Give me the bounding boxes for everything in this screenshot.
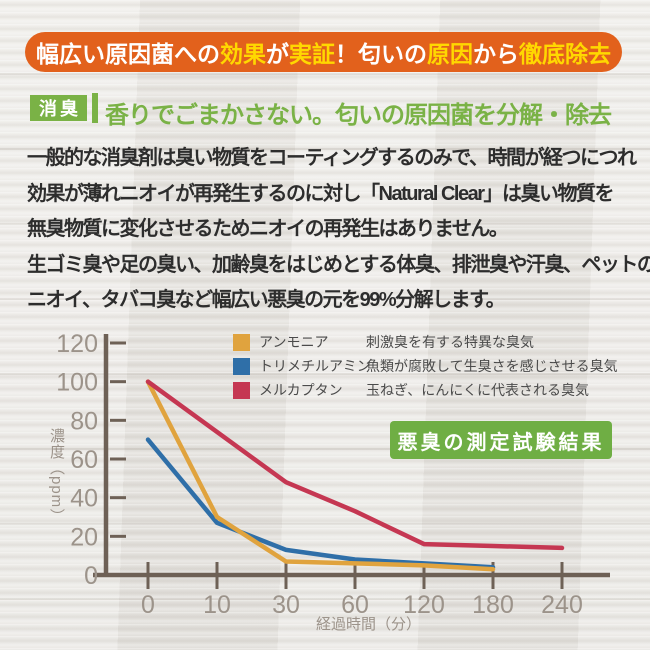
x-tick-label: 30: [272, 591, 300, 619]
description-line: ニオイ、タバコ臭など幅広い悪臭の元を99%分解します。: [27, 289, 506, 311]
x-tick-label: 60: [341, 591, 369, 619]
legend-description: 玉ねぎ、にんにくに代表される臭気: [366, 382, 590, 398]
legend-row: メルカプタン 玉ねぎ、にんにくに代表される臭気: [233, 381, 618, 399]
description-line: 一般的な消臭剤は臭い物質をコーティングするのみで、時間が経つにつれ: [27, 147, 637, 169]
headline-segment-highlight: 実証: [289, 41, 335, 67]
x-tick-label: 0: [141, 591, 155, 619]
y-tick-label: 20: [70, 523, 98, 551]
y-tick-label: 80: [70, 407, 98, 435]
y-tick-label: 120: [56, 330, 98, 358]
y-tick-label: 0: [84, 562, 98, 590]
legend-swatch-ammonia: [233, 333, 250, 351]
legend-swatch-trimethylamine: [233, 357, 250, 375]
x-tick-label: 180: [472, 591, 514, 619]
headline-segment-highlight: 効果: [220, 41, 266, 67]
headline-segment-highlight: 徹底除去: [519, 41, 611, 67]
legend-swatch-mercaptan: [233, 381, 250, 399]
headline-segment: が: [266, 41, 289, 67]
description-line: 無臭物質に変化させるためニオイの再発生はありません。: [27, 218, 509, 240]
legend-row: トリメチルアミン 魚類が腐敗して生臭さを感じさせる臭気: [233, 357, 618, 375]
y-tick-label: 100: [56, 369, 98, 397]
headline-segment: ！匂いの: [335, 41, 427, 67]
x-tick-label: 10: [203, 591, 231, 619]
headline-banner: 幅広い原因菌への 効果が実証 ！匂いの 原因 から 徹底除去: [25, 32, 622, 72]
y-tick-label: 60: [70, 446, 98, 474]
legend-label: トリメチルアミン: [259, 358, 371, 374]
series-line-2: [145, 379, 565, 551]
divider-bar: [92, 93, 98, 123]
description-line: 生ゴミ臭や足の臭い、加齢臭をはじめとする体臭、排泄臭や汗臭、ペットの: [27, 253, 650, 276]
legend-description: 刺激臭を有する特異な臭気: [366, 334, 534, 350]
headline-segment: から: [473, 41, 519, 67]
series-line-0: [145, 379, 496, 572]
x-tick-label: 240: [541, 591, 583, 619]
legend-label: アンモニア: [259, 334, 329, 350]
legend-description: 魚類が腐敗して生臭さを感じさせる臭気: [366, 358, 618, 374]
x-tick-label: 120: [403, 591, 445, 619]
x-axis-title: 経過時間（分）: [316, 616, 422, 633]
description-line: 効果が薄れニオイが再発生するのに対し「Natural Clear」は臭い物質を: [27, 182, 615, 205]
chart-legend: アンモニア 刺激臭を有する特異な臭気 トリメチルアミン 魚類が腐敗して生臭さを感…: [233, 333, 618, 405]
test-result-badge: 悪臭の測定試験結果: [390, 421, 612, 459]
legend-label: メルカプタン: [259, 382, 343, 398]
y-axis-title: 濃度（ppm）: [48, 428, 65, 525]
legend-row: アンモニア 刺激臭を有する特異な臭気: [233, 333, 618, 351]
description-text: 一般的な消臭剤は臭い物質をコーティングするのみで、時間が経つにつれ 効果が薄れニ…: [27, 141, 650, 319]
headline-segment: 幅広い原因菌への: [36, 41, 220, 67]
headline-segment-highlight: 原因: [427, 41, 473, 67]
deodorize-badge: 消臭: [30, 95, 87, 121]
section-heading: 香りでごまかさない。匂いの原因菌を分解・除去: [105, 102, 612, 129]
y-tick-label: 40: [70, 485, 98, 513]
